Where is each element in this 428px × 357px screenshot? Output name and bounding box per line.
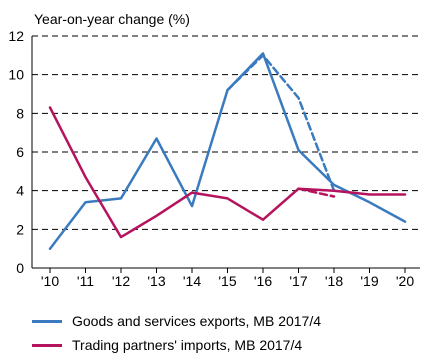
y-tick-label-8: 8 xyxy=(16,105,24,121)
line-chart: 0 2 4 6 8 10 12 '10 '11 '12 '13 '14 '15 '16 '17 '18 '19 '… xyxy=(8,28,420,289)
y-tick-label-12: 12 xyxy=(8,28,24,44)
y-tick-label-0: 0 xyxy=(16,260,24,276)
x-tick-label-0: '10 xyxy=(41,273,59,289)
x-tick-label-8: '18 xyxy=(325,273,343,289)
x-tick-label-3: '13 xyxy=(147,273,165,289)
y-tick-label-2: 2 xyxy=(16,221,24,237)
x-tick-label-9: '19 xyxy=(360,273,378,289)
x-tick-label-5: '15 xyxy=(218,273,236,289)
x-tick-label-7: '17 xyxy=(289,273,307,289)
y-tick-label-4: 4 xyxy=(16,183,24,199)
y-tick-label-10: 10 xyxy=(8,67,24,83)
legend-item-imports: Trading partners' imports, MB 2017/4 xyxy=(30,335,420,357)
x-tick-label-10: '20 xyxy=(396,273,414,289)
legend-label-exports: Goods and services exports, MB 2017/4 xyxy=(72,313,322,329)
legend-swatch-exports xyxy=(32,320,62,323)
legend-swatch-imports xyxy=(32,344,62,347)
x-tick-label-1: '11 xyxy=(77,273,94,289)
legend-item-exports: Goods and services exports, MB 2017/4 xyxy=(30,311,420,333)
legend-label-imports: Trading partners' imports, MB 2017/4 xyxy=(72,337,303,353)
y-axis-label: Year-on-year change (%) xyxy=(34,11,190,27)
x-tick-label-6: '16 xyxy=(254,273,272,289)
x-tick-label-4: '14 xyxy=(183,273,201,289)
series-line-0 xyxy=(48,52,407,250)
y-tick-label-6: 6 xyxy=(16,144,24,160)
x-tick-label-2: '12 xyxy=(112,273,130,289)
series-line-1 xyxy=(48,106,407,239)
